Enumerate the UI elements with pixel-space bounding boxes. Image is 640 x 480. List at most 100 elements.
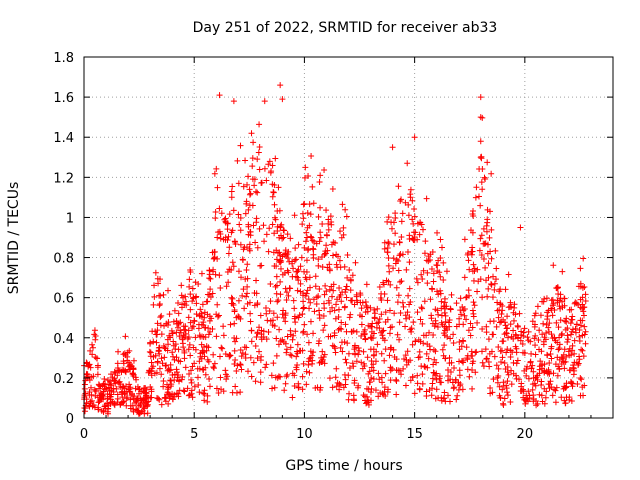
data-point: [283, 349, 290, 356]
data-point: [438, 397, 445, 404]
data-point: [390, 265, 397, 272]
data-point: [529, 362, 536, 369]
data-point: [319, 220, 326, 227]
data-point: [552, 387, 559, 394]
data-point: [217, 284, 224, 291]
data-point: [321, 291, 328, 298]
data-point: [492, 247, 499, 254]
data-point: [188, 390, 195, 397]
data-point: [434, 229, 441, 236]
data-point: [317, 234, 324, 241]
data-point: [485, 260, 492, 267]
data-point: [512, 311, 519, 318]
data-point: [334, 379, 341, 386]
data-point: [271, 230, 278, 237]
data-point: [188, 379, 195, 386]
data-point: [572, 299, 579, 306]
data-point: [497, 348, 504, 355]
data-point: [300, 201, 307, 208]
data-point: [232, 383, 239, 390]
data-point: [130, 357, 137, 364]
data-point: [230, 263, 237, 270]
data-point: [332, 374, 339, 381]
data-point: [186, 370, 193, 377]
data-point: [517, 224, 524, 231]
data-point: [81, 381, 88, 388]
data-point: [483, 356, 490, 363]
data-point: [338, 298, 345, 305]
data-point: [305, 172, 312, 179]
data-point: [534, 303, 541, 310]
data-point: [347, 287, 354, 294]
data-point: [480, 363, 487, 370]
data-point: [342, 321, 349, 328]
data-point: [335, 326, 342, 333]
data-point: [370, 330, 377, 337]
data-point: [567, 367, 574, 374]
data-point: [252, 188, 259, 195]
data-point: [329, 384, 336, 391]
data-point: [258, 327, 265, 334]
data-point: [503, 329, 510, 336]
data-point: [173, 390, 180, 397]
data-point: [207, 275, 214, 282]
x-tick-label: 20: [517, 427, 534, 442]
data-point: [446, 354, 453, 361]
data-point: [466, 373, 473, 380]
data-point: [569, 347, 576, 354]
data-point: [251, 182, 258, 189]
data-point: [100, 388, 107, 395]
data-point: [384, 297, 391, 304]
data-point: [487, 208, 494, 215]
data-point: [316, 315, 323, 322]
data-point: [571, 359, 578, 366]
data-point: [287, 351, 294, 358]
data-point: [561, 295, 568, 302]
data-point: [376, 376, 383, 383]
data-point: [496, 307, 503, 314]
data-point: [392, 376, 399, 383]
data-point: [268, 372, 275, 379]
data-point: [457, 382, 464, 389]
data-point: [312, 384, 319, 391]
data-point: [258, 262, 265, 269]
data-point: [370, 376, 377, 383]
data-point: [419, 380, 426, 387]
data-point: [287, 285, 294, 292]
data-point: [351, 346, 358, 353]
data-point: [481, 174, 488, 181]
data-point: [440, 330, 447, 337]
data-point: [393, 367, 400, 374]
data-point: [92, 392, 99, 399]
data-point: [291, 315, 298, 322]
data-point: [337, 228, 344, 235]
data-point: [472, 194, 479, 201]
data-point: [284, 231, 291, 238]
data-point: [308, 153, 315, 160]
data-point: [199, 349, 206, 356]
data-point: [285, 248, 292, 255]
data-point: [493, 362, 500, 369]
data-point: [241, 305, 248, 312]
data-point: [569, 326, 576, 333]
data-point: [486, 363, 493, 370]
data-point: [307, 211, 314, 218]
data-point: [411, 390, 418, 397]
data-point: [425, 355, 432, 362]
data-point: [524, 363, 531, 370]
data-point: [224, 220, 231, 227]
data-point: [371, 306, 378, 313]
data-point: [414, 220, 421, 227]
data-point: [405, 292, 412, 299]
data-point: [323, 288, 330, 295]
data-point: [217, 374, 224, 381]
data-point: [485, 285, 492, 292]
data-point: [482, 175, 489, 182]
data-point: [301, 321, 308, 328]
data-point: [163, 320, 170, 327]
data-point: [416, 348, 423, 355]
data-point: [536, 327, 543, 334]
data-point: [409, 374, 416, 381]
data-point: [434, 324, 441, 331]
